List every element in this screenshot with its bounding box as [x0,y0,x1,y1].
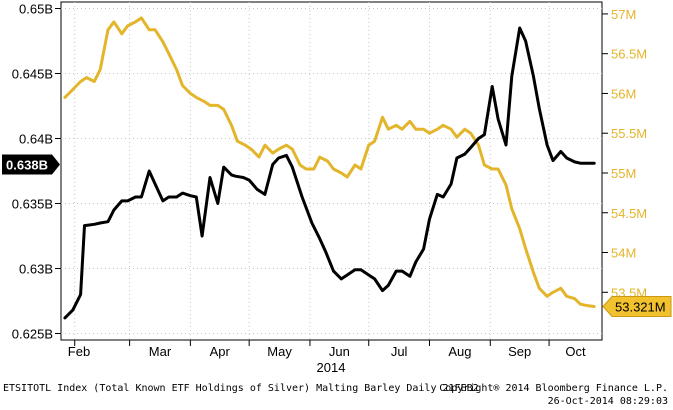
footer-timestamp: 26-Oct-2014 08:29:03 [548,396,668,407]
right-tick-label: 55M [611,166,636,181]
x-month-label: Apr [210,344,231,359]
x-month-label: Jun [329,344,350,359]
x-month-label: Jul [391,344,408,359]
plot-frame [60,1,603,341]
left-tick-label: 0.63B [19,262,53,277]
left-last-value-marker: 0.638B [2,154,60,175]
x-month-label: Oct [565,344,586,359]
left-tick-label: 0.645B [12,67,53,82]
right-tick-label: 54.5M [611,206,647,221]
x-month-label: Feb [68,344,90,359]
left-tick-label: 0.635B [12,197,53,212]
series-layer [63,16,596,320]
right-tick-label: 57M [611,7,636,22]
x-month-label: Sep [508,344,531,359]
x-month-label: May [267,344,292,359]
left-axis: 0.625B 0.63B 0.635B 0.64B 0.645B 0.65B [12,2,61,342]
footer-copyright: Copyright® 2014 Bloomberg Finance L.P. [439,383,668,394]
x-month-label: Mar [149,344,172,359]
etf-silver-holdings-line [63,26,596,320]
malting-barley-line [63,16,596,308]
gridlines [61,2,602,340]
right-tick-label: 55.5M [611,126,647,141]
right-last-value-label: 53.321M [615,300,666,315]
x-axis: Feb Mar Apr May Jun Jul Aug Sep Oct [68,340,586,359]
left-tick-label: 0.625B [12,327,53,342]
left-tick-label: 0.65B [19,2,53,17]
left-tick-label: 0.64B [19,132,53,147]
footer-description: ETSITOTL Index (Total Known ETF Holdings… [3,383,479,394]
right-last-value-marker: 53.321M [602,296,672,318]
right-tick-label: 56.5M [611,47,647,62]
x-month-label: Aug [448,344,471,359]
x-axis-year-label: 2014 [317,360,346,375]
right-tick-label: 56M [611,86,636,101]
right-tick-label: 54M [611,246,636,261]
left-last-value-label: 0.638B [6,158,48,173]
